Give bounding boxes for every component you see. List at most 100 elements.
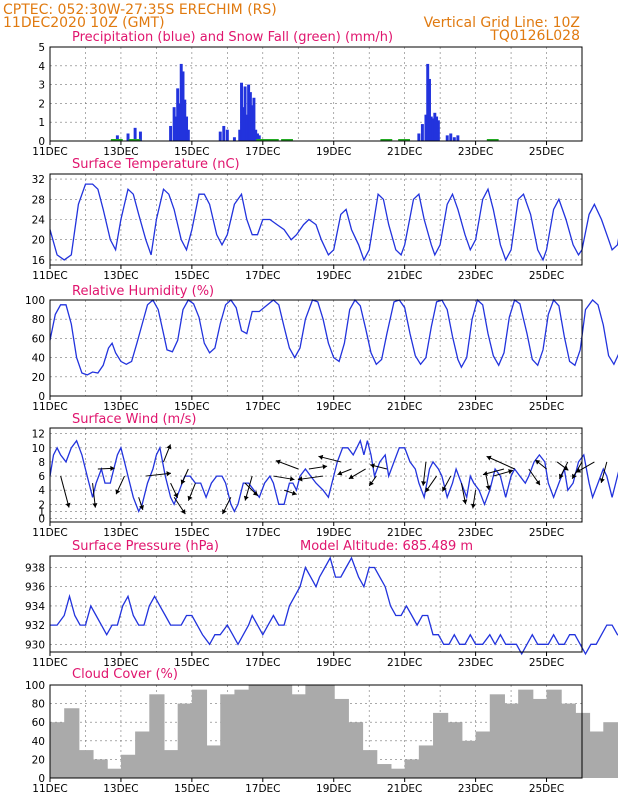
cloud-bar <box>546 689 562 778</box>
cloud-bar <box>461 740 477 778</box>
cloud-bar <box>418 745 435 778</box>
x-tick-label: 21DEC <box>387 270 422 282</box>
panel-frame <box>49 46 583 142</box>
x-tick-label: 19DEC <box>316 783 351 795</box>
cloud-bar <box>64 708 80 778</box>
header-grid-line-note: Vertical Grid Line: 10Z <box>424 15 580 31</box>
y-tick-label: 3 <box>38 80 45 92</box>
series-line <box>49 183 618 262</box>
y-tick-label: 932 <box>25 620 45 632</box>
wind-arrow-head <box>180 479 186 485</box>
y-tick-label: 20 <box>32 235 45 247</box>
wind-arrow-head <box>166 444 172 450</box>
snow-bar <box>398 139 410 141</box>
x-tick-label: 17DEC <box>245 146 280 158</box>
precip-bar <box>183 99 187 141</box>
panel-title: Surface Pressure (hPa) <box>72 539 219 554</box>
wind-arrow-head <box>289 476 295 482</box>
series-line <box>49 298 618 376</box>
cloud-bar <box>234 689 250 778</box>
precip-bar <box>424 114 428 141</box>
y-tick-label: 930 <box>25 639 45 651</box>
snow-bar <box>110 139 123 141</box>
precip-bar <box>429 116 433 141</box>
cloud-bar <box>362 750 378 778</box>
snow-bar <box>266 139 279 141</box>
precip-bar <box>420 124 424 141</box>
precip-bar <box>177 103 181 141</box>
precip-bar <box>225 129 229 141</box>
y-tick-label: 2 <box>38 98 45 110</box>
precip-bar <box>436 120 440 141</box>
x-tick-label: 13DEC <box>103 783 138 795</box>
y-tick-label: 12 <box>32 429 45 441</box>
y-tick-label: 2 <box>38 499 45 511</box>
cloud-bar <box>276 685 293 778</box>
x-tick-label: 15DEC <box>174 401 209 413</box>
wind-arrow-head <box>291 490 297 496</box>
precip-bar <box>238 129 242 141</box>
wind-arrow-head <box>297 476 303 482</box>
precip-bar <box>181 71 185 141</box>
x-tick-label: 21DEC <box>387 657 422 669</box>
wind-arrow-head <box>252 490 258 496</box>
panel-title: Relative Humidity (%) <box>72 284 214 299</box>
panel-1: 0 1 2 3 4 5 11DEC 13DEC 15DEC 17DEC 19DEC 21DEC 23DE… <box>32 30 583 158</box>
precip-bar <box>431 118 435 141</box>
precip-bar <box>257 135 261 141</box>
snow-bar <box>380 139 393 141</box>
y-tick-label: 8 <box>38 457 45 469</box>
precip-bar <box>174 116 178 141</box>
precip-bar <box>428 78 431 141</box>
cloud-bar <box>589 731 605 778</box>
cloud-bar <box>404 759 420 778</box>
snow-bar <box>256 139 269 141</box>
y-tick-label: 4 <box>38 485 45 497</box>
x-tick-label: 23DEC <box>458 270 493 282</box>
header-model-code: TQ0126L028 <box>489 28 580 44</box>
y-tick-label: 32 <box>32 174 45 186</box>
snow-bar <box>281 139 293 141</box>
x-tick-label: 17DEC <box>245 783 280 795</box>
x-tick-label: 21DEC <box>387 783 422 795</box>
wind-arrow-head <box>65 502 71 508</box>
y-tick-label: 938 <box>25 563 45 575</box>
x-tick-label: 19DEC <box>316 270 351 282</box>
y-tick-label: 0 <box>38 136 45 148</box>
y-tick-label: 60 <box>32 333 45 345</box>
panel-frame <box>49 299 583 397</box>
x-tick-label: 11DEC <box>32 527 67 539</box>
cloud-bar <box>262 685 278 778</box>
precip-bar <box>445 135 449 141</box>
precip-bar <box>417 133 421 141</box>
cloud-bar <box>50 722 66 778</box>
cloud-bar <box>489 694 505 778</box>
x-tick-label: 17DEC <box>245 270 280 282</box>
y-tick-label: 16 <box>32 255 46 267</box>
x-tick-label: 13DEC <box>103 270 138 282</box>
y-tick-label: 6 <box>38 471 45 483</box>
x-tick-label: 13DEC <box>103 657 138 669</box>
y-tick-label: 40 <box>32 736 45 748</box>
wind-arrow-head <box>482 470 488 476</box>
wind-arrow-head <box>421 481 427 486</box>
precip-bar <box>232 137 236 141</box>
wind-arrow-head <box>115 489 121 495</box>
precip-bar <box>247 84 251 141</box>
wind-arrow-head <box>486 455 492 461</box>
cloud-bar <box>206 745 222 778</box>
y-tick-label: 0 <box>38 773 45 785</box>
wind-arrow-head <box>337 470 343 476</box>
wind-arrow-head <box>485 485 491 491</box>
wind-arrow-head <box>470 503 476 509</box>
precip-bar <box>218 131 222 141</box>
panel-title: Surface Temperature (nC) <box>72 157 240 172</box>
cloud-bar <box>106 768 122 778</box>
y-tick-label: 0 <box>38 391 45 403</box>
precip-bar <box>449 133 453 141</box>
panel-5: 930 932 934 936 938 11DEC 13DEC 15DEC 17DEC 19DEC… <box>25 539 618 669</box>
y-tick-label: 100 <box>25 295 45 307</box>
y-tick-label: 80 <box>32 699 45 711</box>
y-tick-label: 20 <box>32 754 45 766</box>
panel-title: Surface Wind (m/s) <box>72 412 196 427</box>
